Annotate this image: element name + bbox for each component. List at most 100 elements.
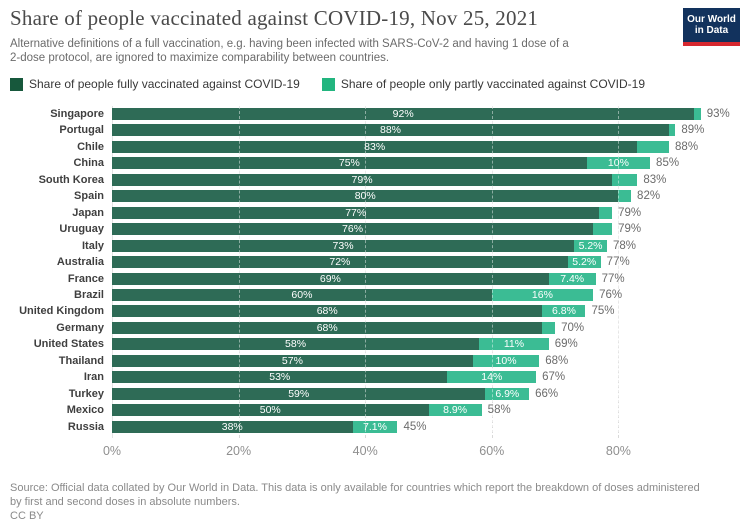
fully-bar-label: 88%	[380, 124, 402, 136]
fully-bar-segment[interactable]	[112, 289, 492, 301]
fully-bar-label: 72%	[329, 256, 351, 268]
partly-bar-segment[interactable]	[542, 322, 556, 334]
partly-bar-segment[interactable]	[599, 207, 613, 219]
legend-item-partly[interactable]: Share of people only partly vaccinated a…	[321, 77, 645, 91]
legend-item-fully[interactable]: Share of people fully vaccinated against…	[10, 77, 300, 91]
fully-bar-segment[interactable]	[112, 371, 448, 383]
partly-bar-label: 5.2%	[572, 256, 597, 268]
fully-bar-segment[interactable]	[112, 157, 587, 169]
partly-bar-segment[interactable]	[352, 421, 398, 433]
subtitle-line-1: Alternative definitions of a full vaccin…	[10, 38, 569, 50]
total-label: 93%	[706, 108, 730, 120]
total-label: 78%	[613, 240, 637, 252]
fully-bar-segment[interactable]	[112, 223, 594, 235]
partly-bar-label: 10%	[495, 355, 517, 367]
partly-bar-label: 16%	[531, 289, 553, 301]
partly-bar-segment[interactable]	[447, 371, 537, 383]
fully-bar-segment[interactable]	[112, 207, 600, 219]
country-label: Singapore	[50, 108, 104, 120]
bar-chart-plot-area: 0% 20% 40% 60% 80% Singapore 92% 93% Portugal 88%…	[0, 106, 750, 466]
partly-bar-segment[interactable]	[472, 355, 540, 367]
total-label: 77%	[606, 256, 630, 268]
partly-bar-segment[interactable]	[542, 305, 586, 317]
fully-bar-segment[interactable]	[112, 322, 543, 334]
partly-bar-segment[interactable]	[548, 273, 596, 285]
fully-bar-label: 79%	[351, 174, 373, 186]
fully-bar-segment[interactable]	[112, 388, 486, 400]
total-label: 75%	[591, 305, 615, 317]
partly-bar-label: 7.1%	[363, 421, 387, 433]
partly-bar-segment[interactable]	[567, 256, 601, 268]
fully-bar-label: 77%	[345, 207, 367, 219]
partly-bar-label: 10%	[607, 157, 629, 169]
partly-bar-label: 8.9%	[443, 404, 468, 416]
fully-bar-label: 53%	[269, 371, 291, 383]
fully-bar-label: 69%	[319, 273, 341, 285]
partly-bar-segment[interactable]	[586, 157, 651, 169]
grid-line	[618, 106, 620, 438]
fully-bar-segment[interactable]	[112, 174, 613, 186]
partly-bar-segment[interactable]	[491, 289, 594, 301]
fully-bar-segment[interactable]	[112, 355, 473, 367]
fully-bar-segment[interactable]	[112, 273, 549, 285]
grid-line-overlay	[618, 106, 620, 432]
total-label: 76%	[599, 289, 623, 301]
chart-subtitle: Alternative definitions of a full vaccin…	[10, 37, 670, 65]
partly-bar-segment[interactable]	[669, 124, 676, 136]
subtitle-line-2: 2-dose protocol, are ignored to maximize…	[10, 52, 390, 64]
partly-bar-segment[interactable]	[618, 190, 632, 202]
partly-bar-segment[interactable]	[694, 108, 701, 120]
fully-bar-segment[interactable]	[112, 404, 429, 416]
total-label: 77%	[601, 273, 625, 285]
total-label: 89%	[681, 124, 705, 136]
chart-footer: Source: Official data collated by Our Wo…	[10, 481, 740, 523]
fully-bar-segment[interactable]	[112, 338, 480, 350]
grid-line	[365, 106, 367, 438]
license-link[interactable]: CC BY	[10, 510, 44, 522]
partly-bar-segment[interactable]	[593, 223, 613, 235]
x-axis-zero-line	[112, 106, 113, 438]
country-label: Uruguay	[59, 223, 104, 235]
x-axis-tick-label: 20%	[226, 444, 252, 458]
country-label: Germany	[56, 322, 104, 334]
partly-vaccinated-swatch-icon	[321, 77, 335, 91]
fully-bar-segment[interactable]	[112, 108, 695, 120]
fully-bar-segment[interactable]	[112, 141, 638, 153]
partly-bar-label: 6.9%	[495, 388, 520, 400]
partly-bar-segment[interactable]	[574, 240, 607, 252]
x-axis-tick-label: 80%	[605, 444, 631, 458]
partly-bar-segment[interactable]	[485, 388, 530, 400]
partly-bar-segment[interactable]	[612, 174, 638, 186]
x-axis-tick-label: 0%	[102, 444, 122, 458]
fully-bar-segment[interactable]	[112, 305, 543, 317]
fully-bar-label: 68%	[316, 322, 338, 334]
total-label: 79%	[618, 207, 642, 219]
partly-bar-segment[interactable]	[637, 141, 670, 153]
fully-bar-label: 58%	[285, 338, 307, 350]
partly-bar-label: 7.4%	[560, 273, 585, 285]
fully-bar-label: 50%	[259, 404, 281, 416]
legend-label-partly: Share of people only partly vaccinated a…	[340, 77, 645, 91]
fully-bar-segment[interactable]	[112, 190, 619, 202]
partly-bar-segment[interactable]	[479, 338, 549, 350]
total-label: 58%	[487, 404, 511, 416]
fully-bar-segment[interactable]	[112, 124, 670, 136]
fully-bar-segment[interactable]	[112, 256, 568, 268]
owid-logo[interactable]: Our World in Data	[683, 8, 740, 46]
partly-bar-label: 14%	[481, 371, 503, 383]
fully-bar-label: 76%	[342, 223, 364, 235]
fully-bar-segment[interactable]	[112, 240, 575, 252]
country-label: Brazil	[74, 289, 104, 301]
fully-bar-label: 75%	[338, 157, 360, 169]
total-label: 68%	[545, 355, 569, 367]
fully-bar-label: 38%	[221, 421, 243, 433]
country-label: Italy	[81, 240, 104, 252]
total-label: 83%	[643, 174, 667, 186]
fully-bar-segment[interactable]	[112, 421, 353, 433]
country-label: Portugal	[59, 124, 104, 136]
country-label: Turkey	[68, 388, 104, 400]
legend-label-fully: Share of people fully vaccinated against…	[29, 77, 300, 91]
total-label: 66%	[535, 388, 559, 400]
partly-bar-segment[interactable]	[428, 404, 482, 416]
fully-vaccinated-swatch-icon	[10, 77, 23, 91]
